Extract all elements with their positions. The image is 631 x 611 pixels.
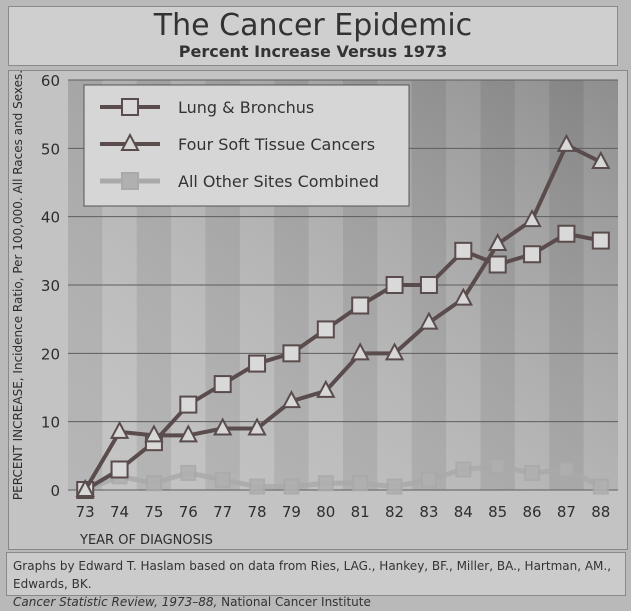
data-point-triangle <box>488 232 508 251</box>
data-point-square <box>386 478 403 495</box>
y-axis-label: PERCENT INCREASE, Incidence Ratio, Per 1… <box>11 70 25 500</box>
x-tick-label: 75 <box>144 503 163 521</box>
legend-marker <box>120 132 140 151</box>
footer-line2: Cancer Statistic Review, 1973–88, Nation… <box>13 593 619 611</box>
data-point-triangle <box>350 342 370 361</box>
series-line <box>84 231 602 492</box>
data-point-square <box>557 224 576 243</box>
data-point-square <box>249 478 266 495</box>
data-point-square <box>351 296 370 315</box>
data-point-square <box>317 475 334 492</box>
data-point-triangle <box>453 287 473 306</box>
legend-marker <box>121 172 139 190</box>
data-point-square <box>592 478 609 495</box>
y-tick-label: 20 <box>41 345 60 363</box>
x-tick-label: 87 <box>557 503 576 521</box>
data-point-triangle <box>75 478 95 497</box>
data-point-triangle <box>591 150 611 169</box>
chart-title: The Cancer Epidemic <box>153 8 473 43</box>
x-tick-label: 73 <box>76 503 95 521</box>
y-tick-label: 50 <box>41 140 60 158</box>
legend-label: Four Soft Tissue Cancers <box>178 135 375 154</box>
x-tick-label: 74 <box>110 503 129 521</box>
x-tick-label: 76 <box>179 503 198 521</box>
legend-label: Lung & Bronchus <box>178 98 314 117</box>
data-point-triangle <box>247 417 267 436</box>
data-point-triangle <box>419 311 439 330</box>
data-point-square <box>248 354 267 373</box>
series-line <box>84 463 602 493</box>
data-point-square <box>455 461 472 478</box>
data-point-triangle <box>109 420 130 439</box>
y-tick-label: 30 <box>41 277 60 295</box>
data-point-triangle <box>522 208 542 228</box>
data-point-square <box>420 471 437 488</box>
data-point-square <box>110 460 129 479</box>
data-point-square <box>419 276 438 294</box>
series-line <box>83 142 602 492</box>
data-point-square <box>524 464 541 481</box>
data-point-square <box>145 475 162 492</box>
data-point-square <box>316 320 335 339</box>
x-tick-label: 78 <box>248 503 267 521</box>
x-tick-label: 86 <box>523 503 542 521</box>
data-point-square <box>179 395 198 414</box>
footer-credit: Graphs by Edward T. Haslam based on data… <box>6 552 626 609</box>
data-point-square <box>454 241 473 260</box>
x-tick-label: 77 <box>213 503 232 521</box>
legend-marker <box>121 98 139 116</box>
data-point-triangle <box>281 390 302 409</box>
title-box: The Cancer Epidemic Percent Increase Ver… <box>8 6 618 66</box>
x-tick-label: 84 <box>454 503 473 521</box>
legend-label: All Other Sites Combined <box>178 172 379 191</box>
data-point-square <box>213 375 232 394</box>
footer-line1: Graphs by Edward T. Haslam based on data… <box>13 559 612 591</box>
y-tick-label: 60 <box>41 72 60 90</box>
x-tick-label: 85 <box>488 503 507 521</box>
data-point-triangle <box>213 417 233 436</box>
footer-line2-italic: Cancer Statistic Review, 1973–88, <box>13 595 218 609</box>
data-point-square <box>558 461 575 478</box>
y-tick-label: 0 <box>50 482 60 500</box>
data-point-square <box>352 475 369 492</box>
data-point-triangle <box>316 379 336 398</box>
data-point-square <box>385 276 404 294</box>
x-tick-label: 79 <box>282 503 301 521</box>
x-tick-label: 81 <box>351 503 370 521</box>
data-point-triangle <box>178 424 198 443</box>
y-tick-label: 10 <box>41 414 60 432</box>
footer-line2-rest: National Cancer Institute <box>217 595 371 609</box>
data-point-square <box>489 458 506 475</box>
data-point-square <box>214 471 231 488</box>
x-axis-label: YEAR OF DIAGNOSIS <box>79 533 213 548</box>
data-point-square <box>523 245 542 264</box>
x-tick-label: 88 <box>591 503 610 521</box>
data-point-triangle <box>556 133 577 152</box>
data-point-square <box>591 231 610 250</box>
data-point-triangle <box>144 424 164 443</box>
x-tick-label: 83 <box>419 503 438 521</box>
data-point-square <box>282 344 301 363</box>
chart-subtitle: Percent Increase Versus 1973 <box>178 42 448 61</box>
x-tick-label: 80 <box>316 503 335 521</box>
data-point-triangle <box>384 342 405 361</box>
data-point-square <box>488 255 507 274</box>
y-tick-label: 40 <box>41 209 60 227</box>
x-tick-label: 82 <box>385 503 404 521</box>
data-point-square <box>180 464 197 481</box>
data-point-square <box>283 478 300 495</box>
